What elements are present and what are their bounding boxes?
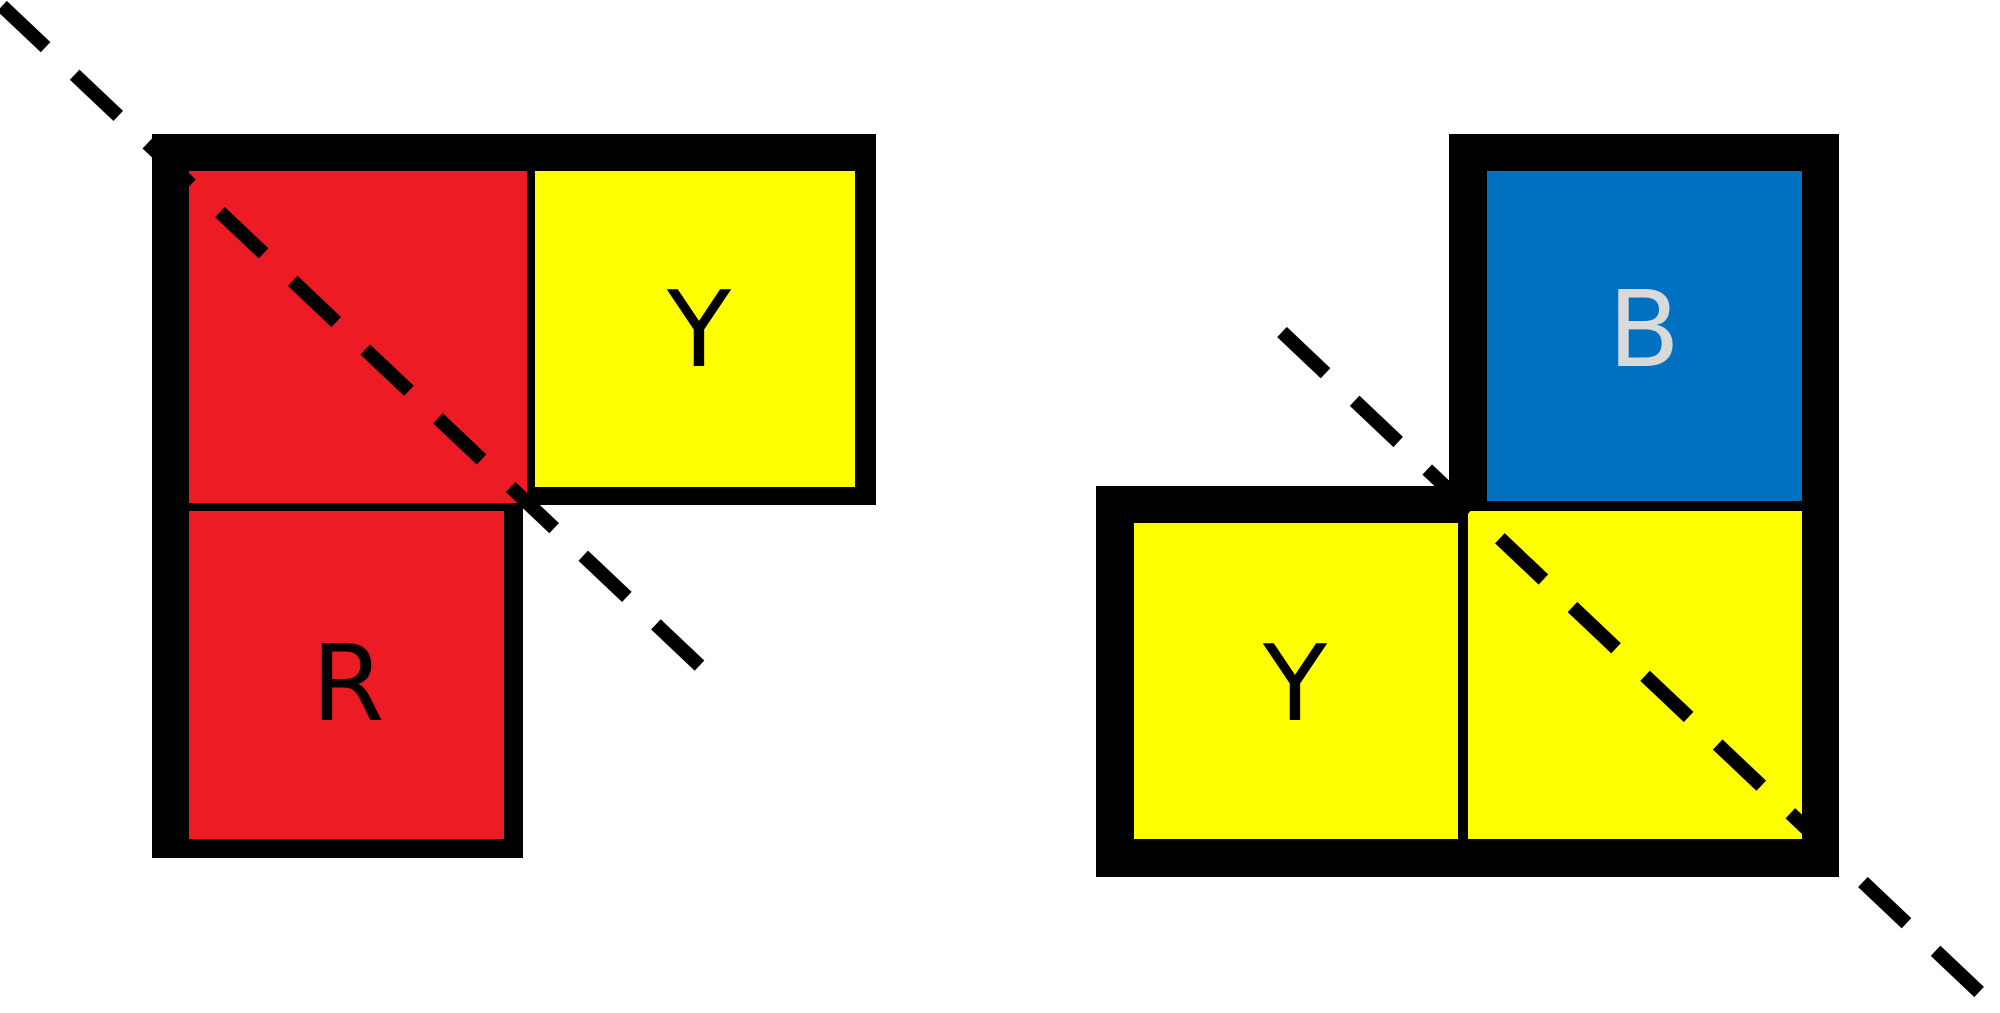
right-cell-blue (1487, 171, 1802, 501)
right-cell-yellow-label: Y (1262, 623, 1328, 745)
right-cell-blue-label: B (1608, 269, 1680, 391)
right-cell-yellow-left (1134, 523, 1458, 839)
left-cell-yellow-label: Y (666, 269, 732, 391)
left-cell-red-bottom (189, 511, 504, 839)
left-dashed-diagonal (0, 0, 725, 691)
left-cell-yellow (535, 171, 855, 487)
right-dashed-diagonal (1277, 326, 2000, 1013)
left-cell-red-label: R (312, 623, 385, 745)
